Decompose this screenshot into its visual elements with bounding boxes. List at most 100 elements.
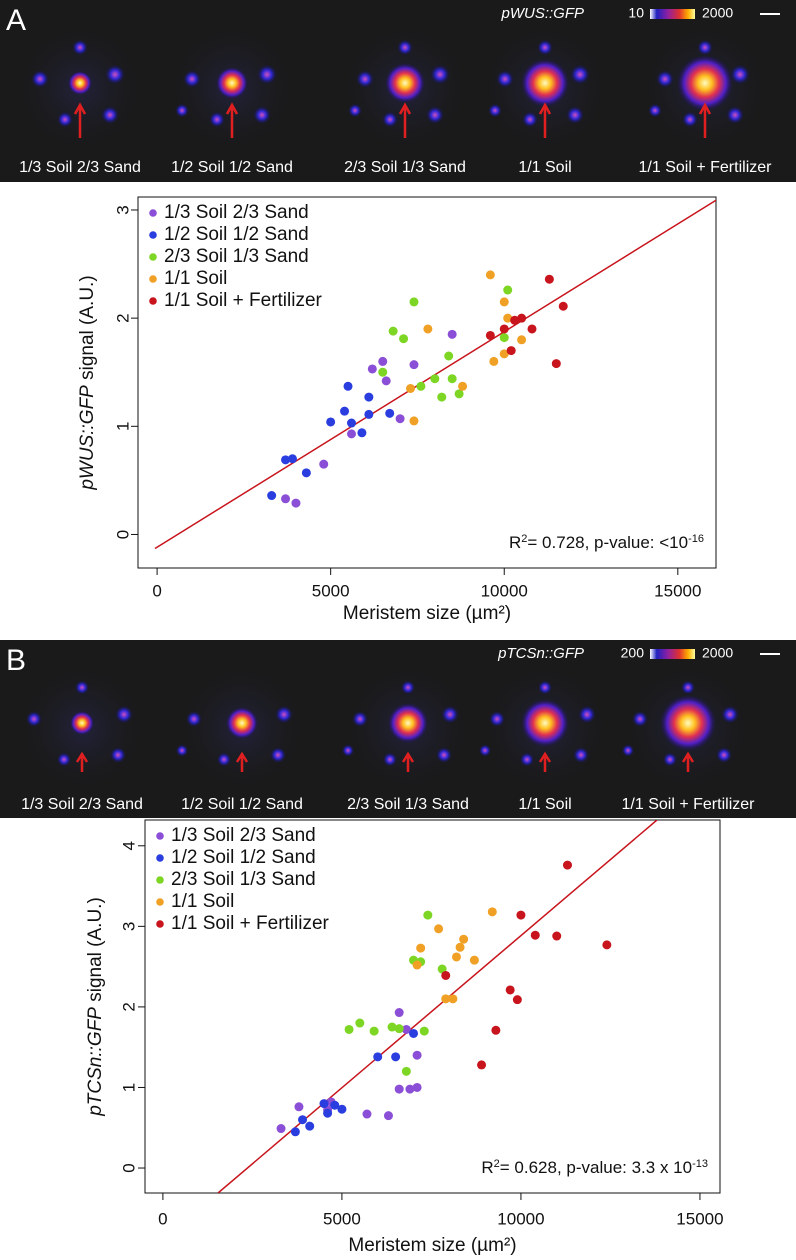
data-point <box>355 1018 365 1028</box>
data-point <box>378 356 388 366</box>
legend-marker <box>149 275 157 283</box>
satellite-signal <box>726 106 744 124</box>
data-point <box>267 491 277 501</box>
satellite-signal <box>697 39 713 56</box>
data-point <box>323 1108 333 1118</box>
data-point <box>562 860 572 870</box>
data-point <box>346 429 356 439</box>
data-point <box>530 930 540 940</box>
data-point <box>287 454 297 464</box>
arrow-head <box>73 102 87 115</box>
arrow-head <box>75 751 89 763</box>
y-tick-label: 0 <box>119 1163 138 1172</box>
satellite-signal <box>430 64 450 85</box>
legend-marker <box>156 898 164 906</box>
y-axis-label: pTCSn::GFP signal (A.U.) <box>85 897 106 1117</box>
data-point <box>499 297 509 307</box>
satellite-signal <box>105 64 125 85</box>
satellite-signal <box>175 103 189 118</box>
data-point <box>441 994 451 1004</box>
data-point <box>387 1022 397 1032</box>
data-point <box>281 494 291 504</box>
image-label: 1/3 Soil 2/3 Sand <box>21 796 143 813</box>
data-point <box>454 389 464 399</box>
y-tick-label: 0 <box>113 530 132 539</box>
legend-marker <box>149 231 157 239</box>
data-point <box>441 970 451 980</box>
meristem-signal <box>660 695 716 751</box>
arrow-head <box>235 751 249 763</box>
satellite-signal <box>488 710 506 728</box>
data-point <box>469 955 479 965</box>
annotation: R2= 0.728, p-value: <10-16 <box>509 533 704 553</box>
colorbar <box>650 649 695 659</box>
legend-label: 1/1 Soil + Fertilizer <box>164 290 323 311</box>
legend-label: 1/1 Soil + Fertilizer <box>171 913 330 934</box>
satellite-signal <box>183 70 201 88</box>
colorbar-min: 10 <box>628 5 644 21</box>
y-tick-label: 2 <box>119 1002 138 1011</box>
data-point <box>412 960 422 970</box>
image-label: 1/2 Soil 1/2 Sand <box>171 159 293 176</box>
data-point <box>423 910 433 920</box>
data-point <box>503 285 513 295</box>
image-label: 2/3 Soil 1/3 Sand <box>347 796 469 813</box>
data-point <box>388 326 398 336</box>
data-point <box>423 324 433 334</box>
satellite-signal <box>269 746 287 764</box>
arrow-head <box>401 751 415 763</box>
data-point <box>451 952 461 962</box>
x-tick-label: 10000 <box>481 581 528 600</box>
data-point <box>405 1084 415 1094</box>
meristem-signal <box>677 55 733 111</box>
reporter-name: pTCSn::GFP <box>497 645 584 662</box>
data-point <box>409 1028 419 1038</box>
satellite-signal <box>257 64 277 85</box>
legend-label: 1/3 Soil 2/3 Sand <box>171 825 316 846</box>
satellite-signal <box>662 752 678 767</box>
y-tick-label: 1 <box>113 422 132 431</box>
satellite-signal <box>578 705 596 724</box>
data-point <box>326 417 336 427</box>
legend-label: 1/3 Soil 2/3 Sand <box>164 202 309 223</box>
legend-label: 1/1 Soil <box>171 891 234 912</box>
meristem-signal <box>521 59 569 107</box>
annotation: R2= 0.628, p-value: 3.3 x 10-13 <box>481 1158 708 1178</box>
legend-marker <box>156 832 164 840</box>
data-point <box>412 1082 422 1092</box>
satellite-signal <box>31 70 49 88</box>
data-point <box>430 374 440 384</box>
data-point <box>412 1050 422 1060</box>
satellite-signal <box>382 111 398 128</box>
legend-marker <box>156 854 164 862</box>
meristem-signal <box>388 703 428 743</box>
x-tick-label: 5000 <box>312 581 350 600</box>
data-point <box>298 1115 308 1125</box>
x-tick-label: 0 <box>152 581 161 600</box>
image-label: 2/3 Soil 1/3 Sand <box>344 159 466 176</box>
data-point <box>401 1066 411 1076</box>
data-point <box>330 1100 340 1110</box>
data-point <box>510 315 520 325</box>
data-point <box>503 313 513 323</box>
data-point <box>447 329 457 339</box>
data-point <box>394 1024 404 1034</box>
data-point <box>506 346 516 356</box>
y-axis-label-part: pTCSn::GFP <box>85 1007 106 1117</box>
image-label: 1/2 Soil 1/2 Sand <box>181 796 303 813</box>
satellite-signal <box>275 705 293 724</box>
annotation-part: R <box>509 533 521 552</box>
data-point <box>291 498 301 508</box>
data-point <box>544 274 554 284</box>
legend-label: 1/2 Soil 1/2 Sand <box>171 847 316 868</box>
colorbar-min: 200 <box>621 645 645 661</box>
y-axis-label: pWUS::GFP signal (A.U.) <box>77 275 98 490</box>
data-point <box>459 934 469 944</box>
satellite-signal <box>57 111 73 128</box>
colorbar <box>650 9 695 19</box>
data-point <box>477 1060 487 1070</box>
data-point <box>499 324 509 334</box>
data-point <box>517 313 527 323</box>
arrow-head <box>398 102 412 115</box>
